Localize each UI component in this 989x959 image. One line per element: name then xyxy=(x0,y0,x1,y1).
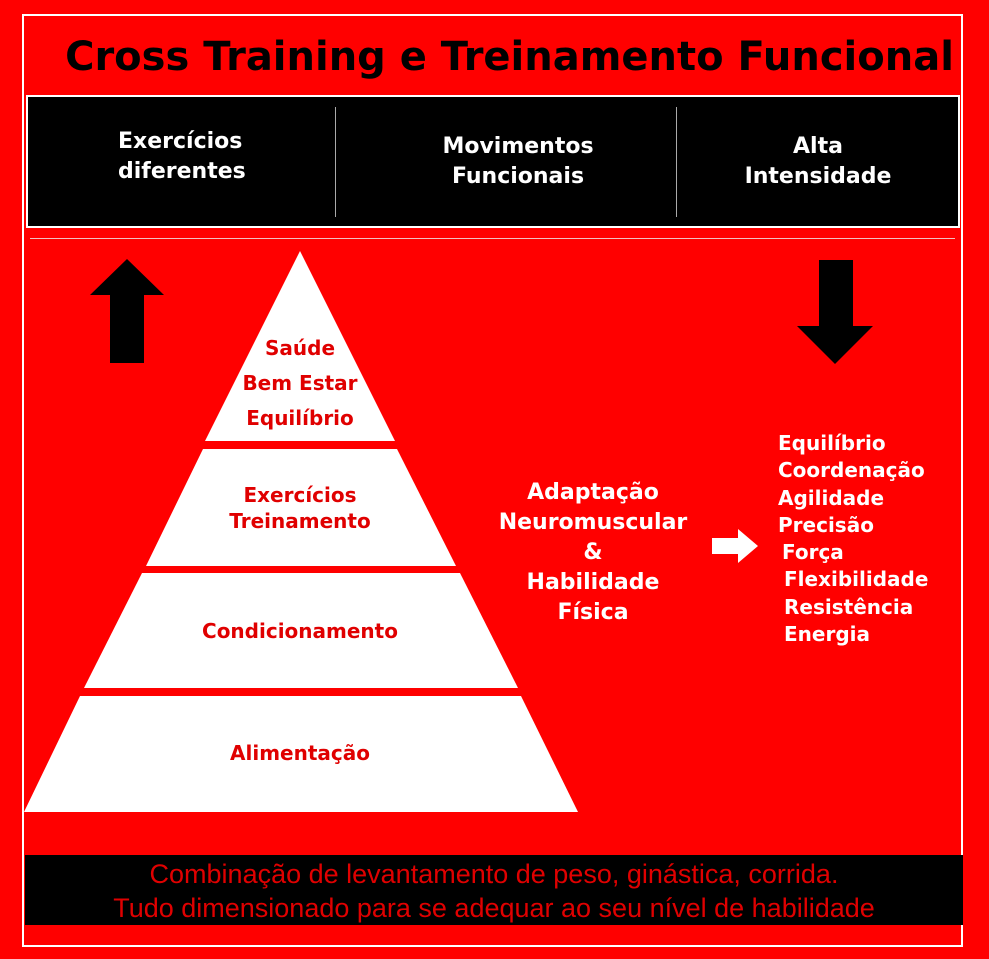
pyramid-level2-line: Exercícios xyxy=(243,483,357,507)
pyramid-top xyxy=(205,251,395,441)
arrow-right-icon xyxy=(712,529,758,563)
footer-line: Combinação de levantamento de peso, giná… xyxy=(149,859,839,889)
arrow-down-icon xyxy=(797,260,873,364)
pyramid-top-text: Saúde Bem Estar Equilíbrio xyxy=(220,331,380,436)
header-bar: Exercícios diferentes Movimentos Funcion… xyxy=(26,95,960,228)
pyramid-top-line: Saúde xyxy=(264,336,336,360)
adaptation-text: Adaptação Neuromuscular & Habilidade Fís… xyxy=(488,478,698,628)
adaptation-line: Habilidade xyxy=(526,570,660,595)
pyramid-level2 xyxy=(146,449,456,566)
header-item-line: Intensidade xyxy=(744,164,892,189)
header-item-line: Alta xyxy=(793,134,843,159)
header-item-movimentos: Movimentos Funcionais xyxy=(378,132,658,192)
header-divider xyxy=(335,107,336,217)
page-title: Cross Training e Treinamento Funcional xyxy=(65,34,954,80)
pyramid-top-line: Bem Estar xyxy=(242,371,358,395)
pyramid-level3-text: Condicionamento xyxy=(202,619,398,643)
footer-banner: Combinação de levantamento de peso, giná… xyxy=(25,855,963,925)
capacity-item: Resistência xyxy=(784,594,914,619)
pyramid-top-line: Equilíbrio xyxy=(246,406,354,430)
capacity-item: Força xyxy=(782,540,844,565)
pyramid-level2-text: Exercícios Treinamento xyxy=(180,482,420,534)
capacity-item: Precisão xyxy=(778,512,874,537)
adaptation-line: Física xyxy=(557,600,629,625)
pyramid-level3 xyxy=(84,573,518,688)
capacity-item: Energia xyxy=(784,622,870,647)
header-item-intensidade: Alta Intensidade xyxy=(708,132,928,192)
header-item-line: Exercícios xyxy=(118,129,243,154)
pyramid-base-text: Alimentação xyxy=(230,741,370,765)
capacity-item: Flexibilidade xyxy=(784,567,929,592)
capacities-list: Equilíbrio Coordenação Agilidade Precisã… xyxy=(778,430,928,648)
header-item-exercicios: Exercícios diferentes xyxy=(118,127,338,187)
capacity-item: Agilidade xyxy=(778,485,885,510)
pyramid-level2-line: Treinamento xyxy=(229,509,371,533)
adaptation-line: Neuromuscular xyxy=(498,510,688,535)
outer-frame xyxy=(22,14,963,947)
capacity-item: Coordenação xyxy=(778,458,925,483)
header-divider xyxy=(676,107,677,217)
separator-line xyxy=(30,238,955,239)
footer-line: Tudo dimensionado para se adequar ao seu… xyxy=(113,893,875,923)
arrow-up-icon xyxy=(90,259,164,363)
header-item-line: Movimentos xyxy=(442,134,594,159)
adaptation-line: Adaptação xyxy=(527,480,659,505)
adaptation-line: & xyxy=(583,540,603,565)
header-item-line: diferentes xyxy=(118,159,246,184)
header-item-line: Funcionais xyxy=(451,164,585,189)
pyramid-base xyxy=(24,696,578,812)
capacity-item: Equilíbrio xyxy=(778,431,886,455)
